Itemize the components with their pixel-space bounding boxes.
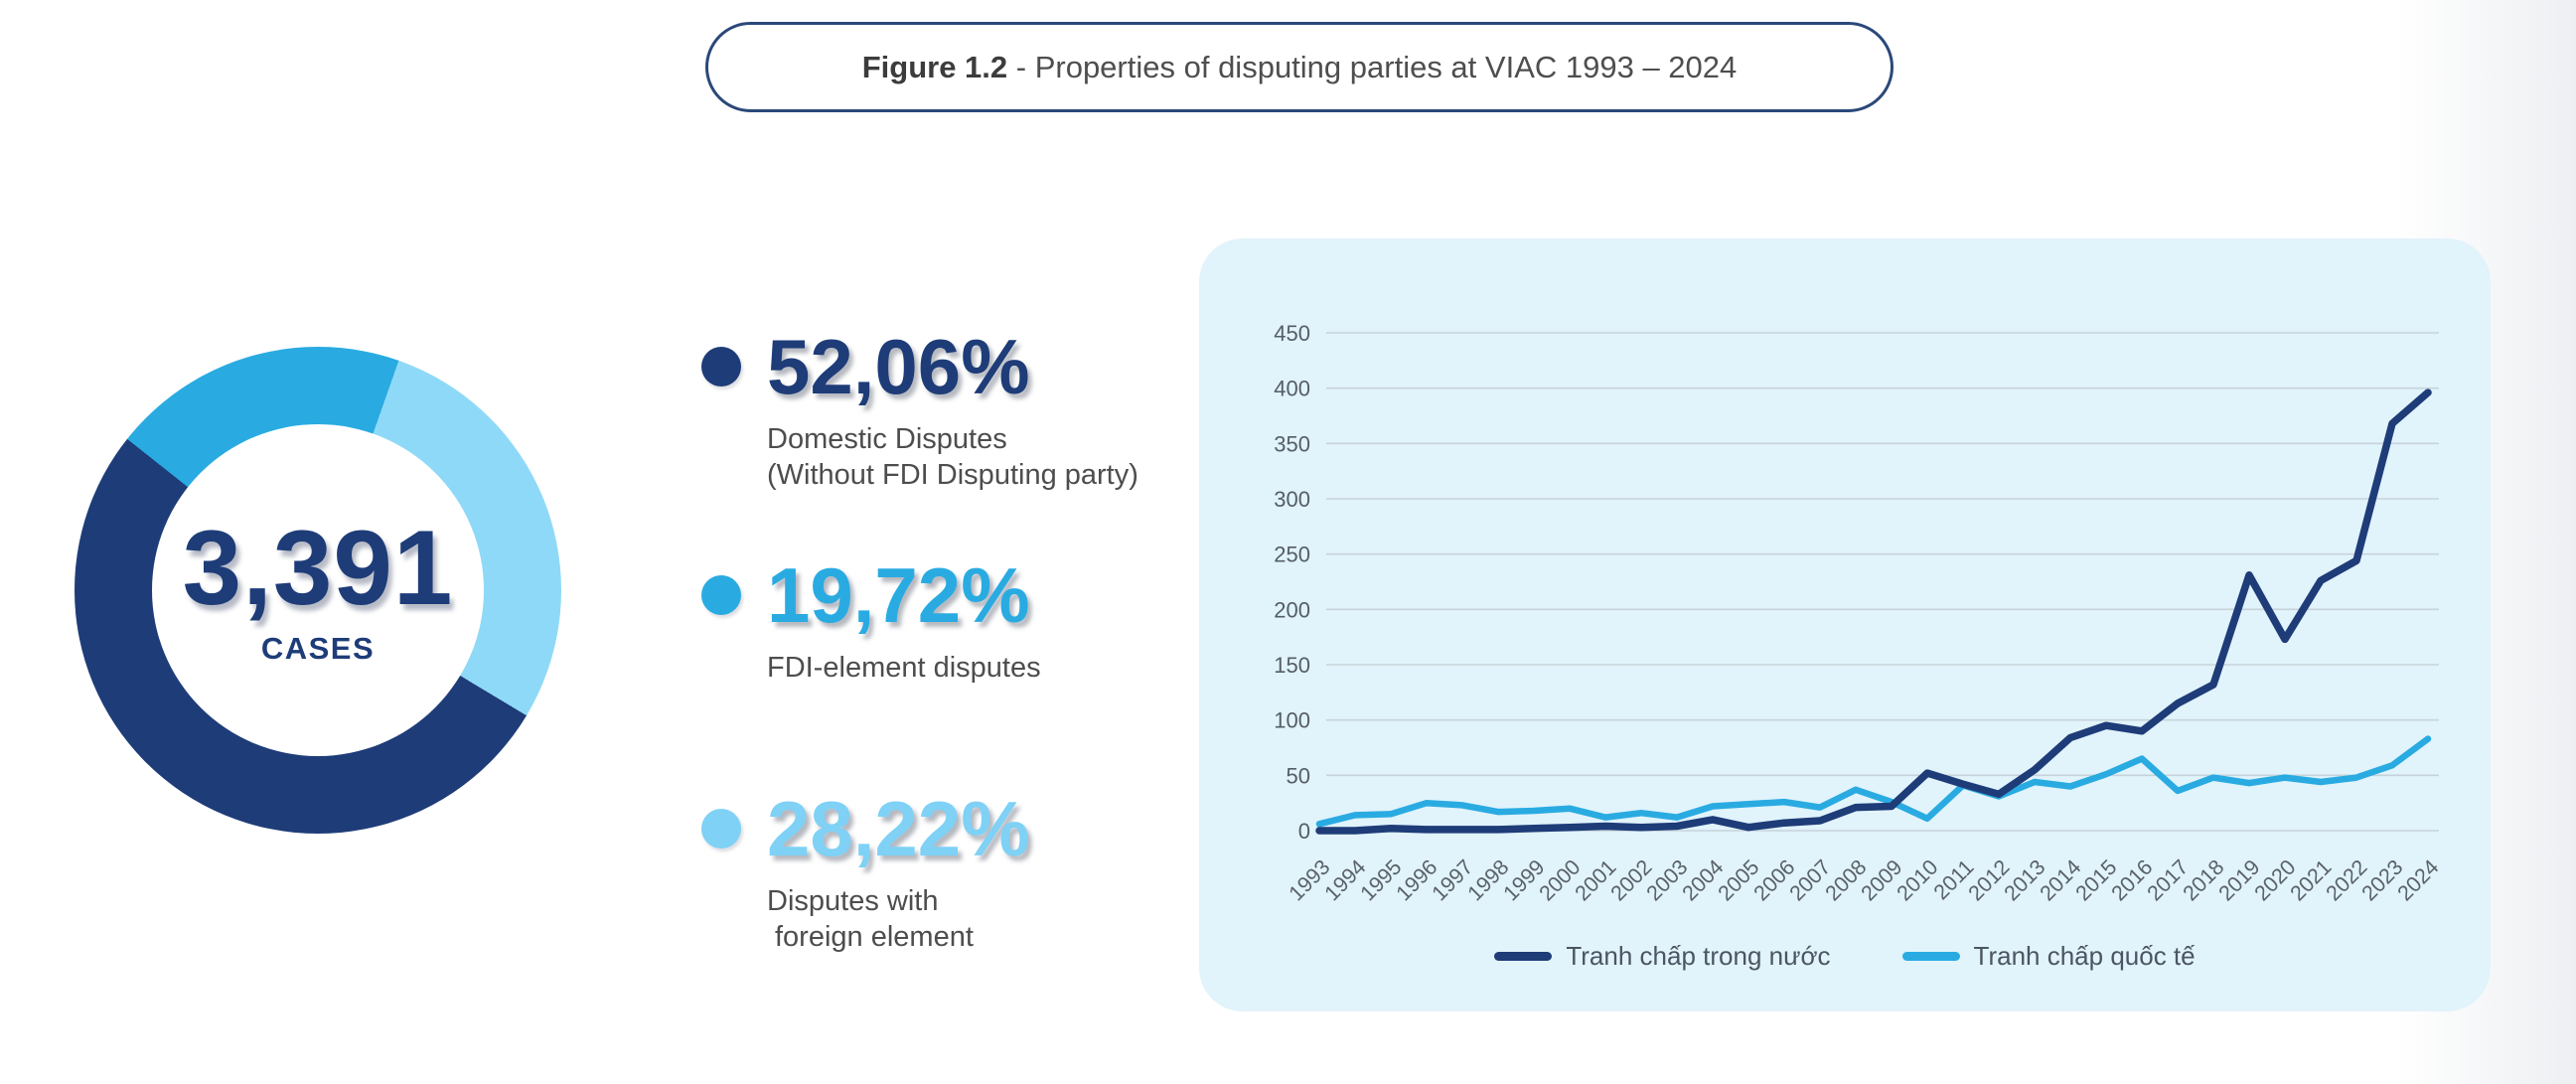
- stat-fdi-value: 19,72%: [767, 551, 1030, 639]
- legend-domestic-label: Tranh chấp trong nước: [1566, 941, 1831, 971]
- svg-text:50: 50: [1287, 763, 1310, 788]
- stat-foreign-element-disputes: 28,22% Disputes with foreign element: [701, 790, 1258, 956]
- figure-number: Figure 1.2: [861, 49, 1008, 84]
- legend-domestic-swatch-icon: [1494, 952, 1553, 961]
- stat-domestic-head: 52,06%: [701, 328, 1258, 405]
- total-cases-value: 3,391: [182, 507, 454, 627]
- stat-fdi-caption-line1: FDI-element disputes: [767, 652, 1041, 684]
- figure-caption-text: - Properties of disputing parties at VIA…: [1007, 49, 1738, 84]
- stat-fdi-head: 19,72%: [701, 556, 1258, 634]
- stat-domestic-caption-line1: Domestic Disputes: [767, 423, 1007, 455]
- svg-text:200: 200: [1274, 597, 1310, 622]
- svg-text:0: 0: [1298, 819, 1310, 844]
- stat-foreign-caption: Disputes with foreign element: [767, 883, 1258, 956]
- svg-text:400: 400: [1274, 377, 1310, 401]
- stat-domestic-caption-line2: (Without FDI Disputing party): [767, 459, 1138, 492]
- stat-foreign-head: 28,22%: [701, 790, 1258, 867]
- figure-title: Figure 1.2 - Properties of disputing par…: [705, 22, 1894, 112]
- legend-international-swatch-icon: [1901, 952, 1960, 961]
- stat-domestic-disputes: 52,06% Domestic Disputes (Without FDI Di…: [701, 328, 1258, 494]
- stat-fdi-caption: FDI-element disputes: [767, 650, 1258, 686]
- svg-text:300: 300: [1274, 487, 1310, 512]
- stat-fdi-disputes: 19,72% FDI-element disputes: [701, 556, 1258, 686]
- line-chart-panel: 0 50 100 150 200 250 300 350 400 450 1993 1994 1995 1…: [1199, 238, 2491, 1011]
- stat-foreign-caption-line1: Disputes with: [767, 885, 939, 917]
- donut-center: 3,391 CASES: [152, 424, 484, 756]
- foreign-bullet-icon: [701, 809, 741, 849]
- svg-text:150: 150: [1274, 653, 1310, 678]
- stat-domestic-caption: Domestic Disputes (Without FDI Disputing…: [767, 421, 1258, 494]
- domestic-bullet-icon: [701, 347, 741, 387]
- fdi-bullet-icon: [701, 575, 741, 615]
- svg-text:2024: 2024: [2393, 855, 2444, 906]
- chart-legend: Tranh chấp trong nước Tranh chấp quốc tế: [1199, 941, 2491, 972]
- svg-text:350: 350: [1274, 431, 1310, 456]
- stat-foreign-caption-line2: foreign element: [775, 921, 974, 954]
- donut-chart: 3,391 CASES: [75, 347, 561, 834]
- legend-item-domestic: Tranh chấp trong nước: [1494, 941, 1831, 972]
- svg-text:450: 450: [1274, 321, 1310, 346]
- line-chart: 0501001502002503003504004501993199419951…: [1274, 321, 2444, 906]
- stat-domestic-value: 52,06%: [767, 323, 1030, 410]
- svg-text:250: 250: [1274, 542, 1310, 567]
- legend-international-label: Tranh chấp quốc tế: [1973, 941, 2196, 971]
- legend-item-international: Tranh chấp quốc tế: [1901, 941, 2196, 972]
- stat-foreign-value: 28,22%: [767, 785, 1030, 872]
- total-cases-unit: CASES: [260, 630, 376, 666]
- svg-text:100: 100: [1274, 708, 1310, 733]
